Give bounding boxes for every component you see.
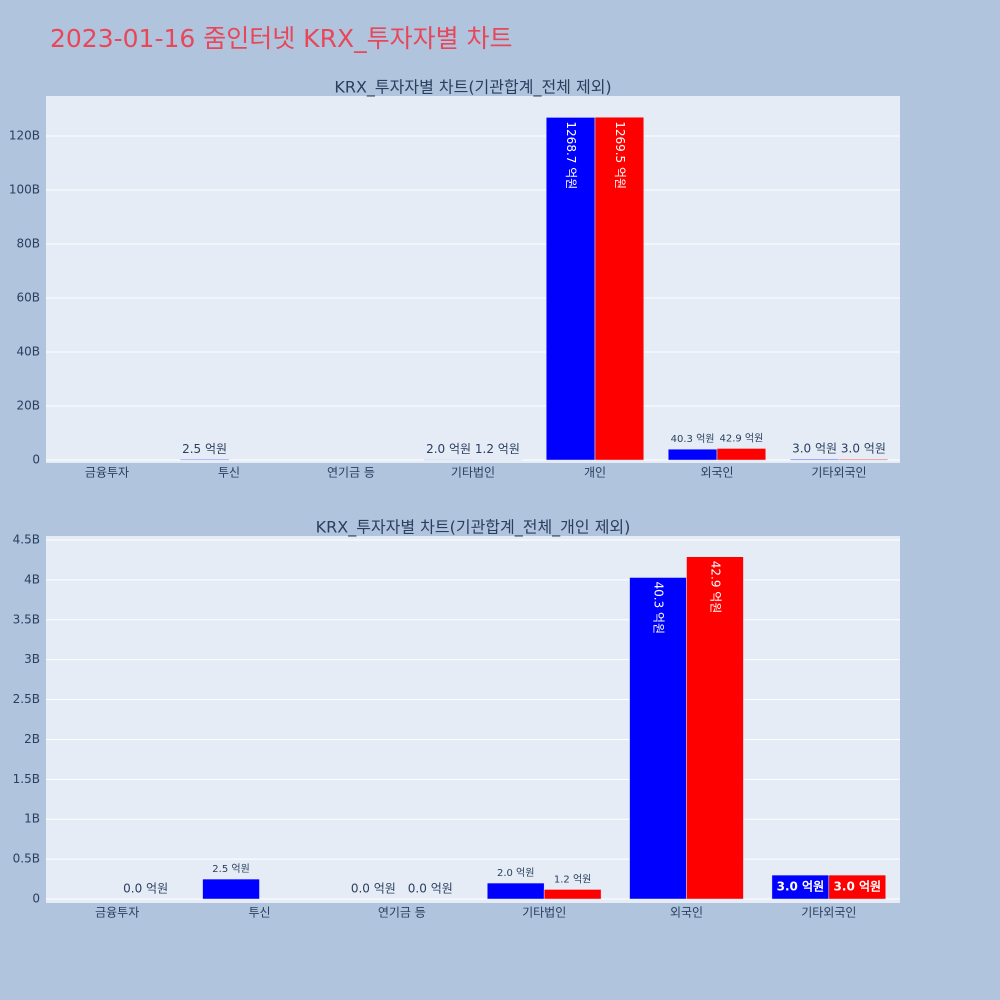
value-label: 2.5 억원 [212, 863, 249, 875]
x-tick-label: 기타법인 [522, 906, 566, 920]
x-tick-label: 개인 [584, 466, 606, 480]
bar [629, 577, 687, 900]
plot-area [46, 536, 900, 903]
bar [789, 458, 840, 461]
chart-title: KRX_투자자별 차트(기관합계_전체_개인 제외) [316, 518, 631, 538]
value-label: 1269.5 억원 [613, 121, 627, 189]
y-tick-label: 2.5B [13, 692, 40, 706]
x-tick-label: 금융투자 [85, 466, 129, 480]
value-label: 0.0 억원 [351, 882, 396, 896]
bar [486, 882, 545, 900]
bar [594, 116, 645, 461]
y-tick-label: 80B [16, 236, 40, 250]
value-label: 3.0 억원 [834, 880, 882, 894]
y-tick-label: 0 [32, 453, 40, 467]
bar [838, 458, 889, 461]
value-label: 1.2 억원 [475, 442, 520, 456]
y-tick-label: 0 [32, 892, 40, 906]
x-tick-label: 연기금 등 [378, 906, 426, 920]
value-label: 2.0 억원 [426, 442, 471, 456]
plot-area [46, 96, 900, 463]
chart-title: KRX_투자자별 차트(기관합계_전체 제외) [334, 78, 611, 98]
value-label: 40.3 억원 [652, 581, 666, 634]
value-label: 40.3 억원 [671, 433, 715, 445]
value-label: 42.9 억원 [708, 561, 722, 614]
y-tick-label: 4.5B [13, 532, 40, 546]
y-tick-label: 4B [24, 572, 40, 586]
value-label: 2.0 억원 [497, 867, 534, 879]
x-tick-label: 기타외국인 [801, 906, 856, 920]
bar [179, 459, 230, 461]
value-label: 3.0 억원 [792, 442, 837, 456]
bar [423, 459, 474, 461]
value-label: 2.5 억원 [182, 442, 227, 456]
x-tick-label: 연기금 등 [327, 466, 375, 480]
page-title: 2023-01-16 줌인터넷 KRX_투자자별 차트 [50, 24, 513, 53]
value-label: 1268.7 억원 [564, 121, 578, 189]
x-tick-label: 금융투자 [95, 906, 139, 920]
bar [716, 448, 767, 461]
bar [202, 878, 260, 900]
x-tick-label: 기타외국인 [811, 466, 866, 480]
y-tick-label: 20B [16, 399, 40, 413]
value-label: 1.2 억원 [554, 873, 591, 885]
y-tick-label: 2B [24, 732, 40, 746]
y-tick-label: 1B [24, 812, 40, 826]
value-label: 0.0 억원 [408, 882, 453, 896]
x-tick-label: 기타법인 [451, 466, 495, 480]
y-tick-label: 3B [24, 652, 40, 666]
x-tick-label: 투신 [218, 466, 240, 480]
x-tick-label: 투신 [248, 906, 270, 920]
y-tick-label: 100B [9, 182, 40, 196]
x-tick-label: 외국인 [700, 466, 733, 480]
bar [543, 889, 602, 900]
y-tick-label: 40B [16, 345, 40, 359]
value-label: 0.0 억원 [123, 882, 168, 896]
value-label: 3.0 억원 [841, 442, 886, 456]
y-tick-label: 3.5B [13, 612, 40, 626]
bar [686, 556, 744, 900]
x-tick-label: 외국인 [670, 906, 703, 920]
value-label: 3.0 억원 [777, 880, 825, 894]
bar [545, 117, 596, 461]
y-tick-label: 60B [16, 290, 40, 304]
y-tick-label: 1.5B [13, 772, 40, 786]
bar [828, 874, 887, 900]
y-tick-label: 0.5B [13, 852, 40, 866]
bar [667, 448, 718, 461]
y-tick-label: 120B [9, 128, 40, 142]
value-label: 42.9 억원 [719, 432, 763, 444]
